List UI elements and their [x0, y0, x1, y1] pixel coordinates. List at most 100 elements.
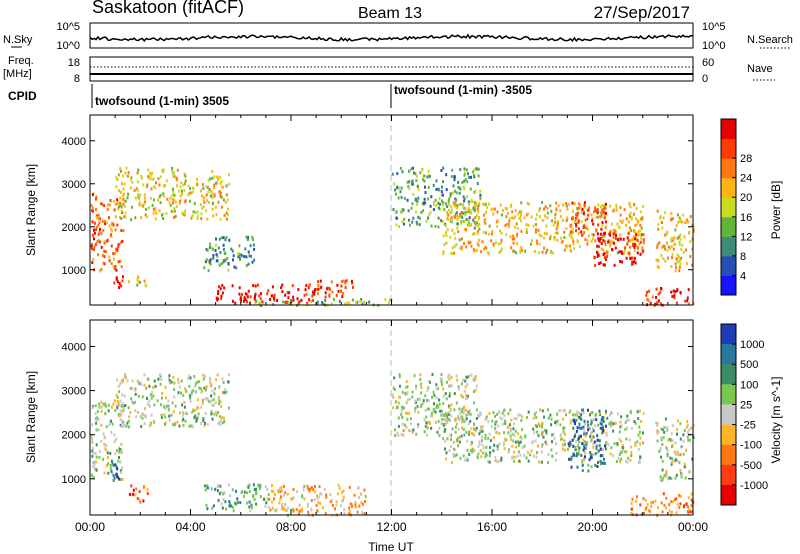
range-cell — [677, 453, 680, 457]
range-cell — [213, 183, 216, 187]
range-cell — [595, 250, 598, 254]
colorbar-swatch — [721, 404, 736, 425]
range-cell — [267, 505, 270, 509]
range-cell — [596, 252, 599, 256]
range-cell — [147, 403, 150, 407]
range-cell — [585, 226, 588, 230]
range-cell — [216, 254, 219, 258]
range-cell — [113, 208, 116, 212]
range-cell — [632, 243, 634, 247]
range-cell — [410, 182, 413, 186]
range-cell — [198, 386, 201, 390]
range-cell — [203, 424, 206, 427]
range-cell — [453, 175, 456, 179]
range-cell — [214, 387, 216, 391]
range-cell — [310, 499, 313, 502]
range-cell — [148, 399, 151, 403]
range-cell — [686, 420, 689, 423]
range-cell — [683, 221, 686, 225]
range-cell — [343, 508, 346, 512]
range-cell — [323, 488, 326, 491]
range-cell — [687, 302, 690, 306]
range-cell — [219, 484, 222, 488]
range-cell — [98, 428, 100, 432]
range-cell — [488, 224, 491, 228]
range-cell — [295, 507, 298, 511]
range-cell — [392, 406, 395, 410]
range-cell — [217, 411, 219, 414]
range-cell — [105, 250, 107, 254]
range-cell — [203, 266, 206, 270]
range-cell — [201, 183, 204, 187]
range-cell — [118, 281, 121, 285]
range-cell — [223, 416, 225, 420]
range-cell — [563, 248, 566, 252]
range-cell — [612, 241, 615, 245]
range-cell — [209, 246, 212, 250]
range-cell — [544, 214, 546, 218]
range-cell — [687, 288, 690, 292]
range-cell — [143, 383, 146, 387]
range-cell — [511, 216, 514, 220]
range-cell — [397, 424, 400, 428]
range-cell — [281, 290, 284, 294]
range-cell — [224, 388, 227, 392]
range-cell — [342, 489, 345, 493]
range-cell — [505, 232, 508, 236]
range-cell — [268, 497, 271, 501]
range-cell — [621, 251, 623, 255]
range-cell — [119, 259, 122, 263]
range-cell — [637, 229, 640, 233]
range-cell — [116, 198, 119, 202]
range-cell — [598, 439, 601, 443]
range-cell — [472, 248, 475, 252]
range-cell — [410, 167, 413, 171]
range-cell — [546, 248, 549, 252]
range-cell — [615, 208, 618, 212]
range-cell — [570, 233, 573, 237]
range-cell — [605, 434, 608, 437]
range-cell — [111, 222, 114, 225]
range-cell — [614, 237, 617, 240]
range-cell — [424, 394, 427, 398]
range-cell — [551, 440, 553, 444]
range-cell — [656, 209, 659, 213]
range-cell — [416, 222, 418, 226]
range-cell — [139, 193, 142, 197]
range-cell — [242, 299, 245, 303]
range-cell — [213, 412, 215, 416]
range-cell — [599, 422, 602, 425]
range-cell — [507, 431, 510, 435]
range-cell — [257, 485, 260, 489]
range-cell — [634, 444, 637, 448]
range-cell — [340, 289, 343, 293]
range-cell — [212, 398, 215, 402]
range-cell — [404, 423, 406, 427]
range-cell — [461, 181, 464, 185]
range-cell — [596, 211, 599, 215]
range-cell — [515, 445, 518, 449]
range-cell — [478, 201, 481, 205]
range-cell — [440, 169, 443, 172]
range-cell — [427, 386, 430, 390]
range-cell — [578, 206, 581, 210]
range-cell — [543, 231, 546, 235]
range-cell — [479, 430, 482, 434]
range-cell — [665, 470, 668, 473]
range-cell — [576, 426, 579, 430]
colorbar-swatch — [721, 255, 736, 276]
range-cell — [438, 434, 441, 437]
range-cell — [597, 223, 600, 227]
range-cell — [100, 409, 103, 413]
range-cell — [105, 448, 108, 452]
range-cell — [486, 205, 489, 209]
range-cell — [500, 458, 503, 462]
range-cell — [465, 228, 468, 232]
range-cell — [117, 413, 120, 416]
range-cell — [141, 416, 144, 420]
range-cell — [355, 505, 358, 509]
range-cell — [123, 215, 126, 219]
range-cell — [674, 290, 677, 294]
range-cell — [160, 213, 163, 217]
range-cell — [630, 263, 633, 267]
